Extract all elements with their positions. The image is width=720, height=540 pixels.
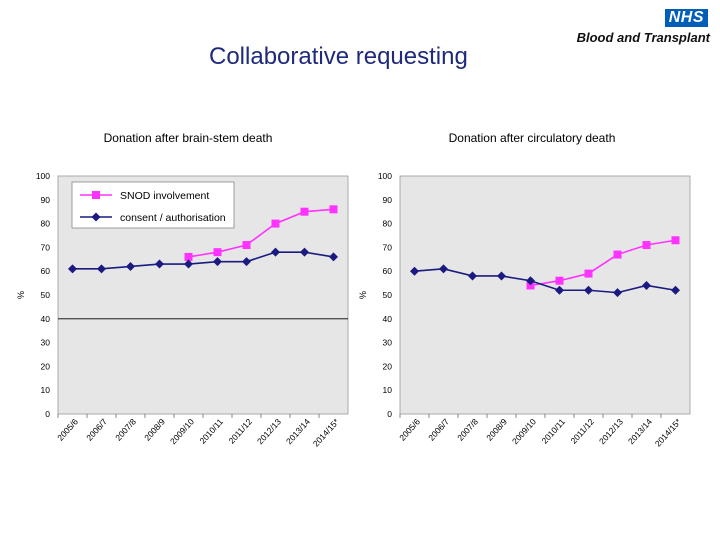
x-tick-label: 2011/12 [568, 416, 596, 445]
series-line-snod [188, 208, 334, 258]
series-line-consent [72, 251, 334, 270]
y-tick-label: 80 [41, 219, 51, 229]
x-tick-label: 2006/7 [426, 416, 451, 442]
y-tick-label: 60 [41, 266, 51, 276]
x-tick-label: 2014/15* [653, 416, 684, 448]
data-point-consent [213, 257, 222, 267]
data-point-snod [184, 252, 193, 261]
y-tick-label: 40 [41, 314, 51, 324]
logo-org-name: Blood and Transplant [576, 30, 710, 45]
data-point-snod [329, 205, 338, 214]
data-point-consent [68, 264, 77, 274]
y-axis-label: % [16, 291, 26, 299]
x-tick-label: 2006/7 [84, 416, 109, 442]
y-tick-label: 20 [41, 361, 51, 371]
y-tick-label: 70 [41, 242, 51, 252]
data-point-snod [642, 241, 651, 250]
y-tick-label: 100 [378, 171, 392, 181]
y-tick-label: 50 [41, 290, 51, 300]
x-tick-label: 2012/13 [597, 416, 625, 446]
legend-label-snod: SNOD involvement [120, 190, 209, 202]
nhs-logo-mark: NHS [664, 9, 708, 27]
x-tick-label: 2007/8 [455, 416, 480, 442]
y-tick-label: 30 [41, 338, 51, 348]
data-point-consent [300, 247, 309, 257]
y-tick-label: 10 [383, 385, 393, 395]
data-point-consent [242, 257, 251, 267]
data-point-consent [329, 252, 338, 262]
data-point-consent [613, 288, 622, 298]
data-point-consent [439, 264, 448, 274]
x-tick-label: 2013/14 [284, 416, 312, 446]
nhsbt-logo: NHS Blood and Transplant [566, 5, 714, 47]
data-point-snod [584, 269, 593, 278]
y-tick-label: 90 [383, 195, 393, 205]
data-point-snod [555, 276, 564, 285]
x-tick-label: 2011/12 [226, 416, 254, 445]
legend-marker-consent [91, 212, 101, 222]
legend-label-consent: consent / authorisation [120, 212, 226, 224]
x-tick-label: 2005/6 [55, 416, 80, 442]
y-tick-label: 40 [383, 314, 393, 324]
x-tick-label: 2010/11 [197, 416, 225, 445]
data-point-consent [410, 266, 419, 276]
x-tick-label: 2007/8 [113, 416, 138, 442]
slide-title: Collaborative requesting [209, 43, 468, 70]
x-tick-label: 2013/14 [626, 416, 654, 446]
legend-box [71, 181, 235, 229]
y-tick-label: 30 [383, 338, 393, 348]
x-tick-label: 2010/11 [539, 416, 567, 445]
data-point-snod [271, 219, 280, 228]
chart-title: Donation after circulatory death [449, 131, 616, 145]
x-tick-label: 2008/9 [142, 416, 167, 442]
y-axis-label: % [358, 291, 368, 299]
data-point-consent [184, 259, 193, 269]
y-tick-label: 10 [41, 385, 51, 395]
chart-title: Donation after brain-stem death [104, 131, 273, 145]
y-tick-label: 100 [36, 171, 50, 181]
data-point-consent [526, 276, 535, 286]
data-point-consent [271, 247, 280, 257]
data-point-consent [97, 264, 106, 274]
data-point-consent [642, 280, 651, 290]
y-tick-label: 70 [383, 242, 393, 252]
x-tick-label: 2005/6 [397, 416, 422, 442]
x-tick-label: 2008/9 [484, 416, 509, 442]
x-tick-label: 2014/15* [311, 416, 342, 448]
x-tick-label: 2009/10 [168, 416, 196, 446]
chart-dcd: Donation after circulatory death 0 10 20 30 4… [358, 131, 691, 449]
data-point-snod [671, 236, 680, 245]
data-point-consent [468, 271, 477, 281]
data-point-consent [126, 261, 135, 271]
series-line-snod [530, 239, 676, 287]
legend-marker-snod [92, 191, 100, 199]
y-tick-label: 50 [383, 290, 393, 300]
data-point-snod [242, 241, 251, 250]
y-tick-label: 20 [383, 361, 393, 371]
series-line-consent [414, 268, 676, 294]
data-point-consent [155, 259, 164, 269]
data-point-consent [555, 285, 564, 295]
data-point-consent [671, 285, 680, 295]
y-tick-label: 0 [387, 409, 392, 419]
x-tick-label: 2009/10 [510, 416, 538, 446]
data-point-snod [613, 250, 622, 259]
data-point-consent [497, 271, 506, 281]
y-tick-label: 0 [45, 409, 50, 419]
data-point-consent [584, 285, 593, 295]
y-tick-label: 80 [383, 219, 393, 229]
data-point-snod [300, 207, 309, 216]
data-point-snod [526, 281, 535, 290]
x-tick-label: 2012/13 [255, 416, 283, 446]
plot-area [399, 175, 691, 415]
y-tick-label: 60 [383, 266, 393, 276]
y-tick-label: 90 [41, 195, 51, 205]
chart-dbd: Donation after brain-stem death 0 10 20 30 40… [16, 131, 349, 449]
data-point-snod [213, 248, 222, 257]
